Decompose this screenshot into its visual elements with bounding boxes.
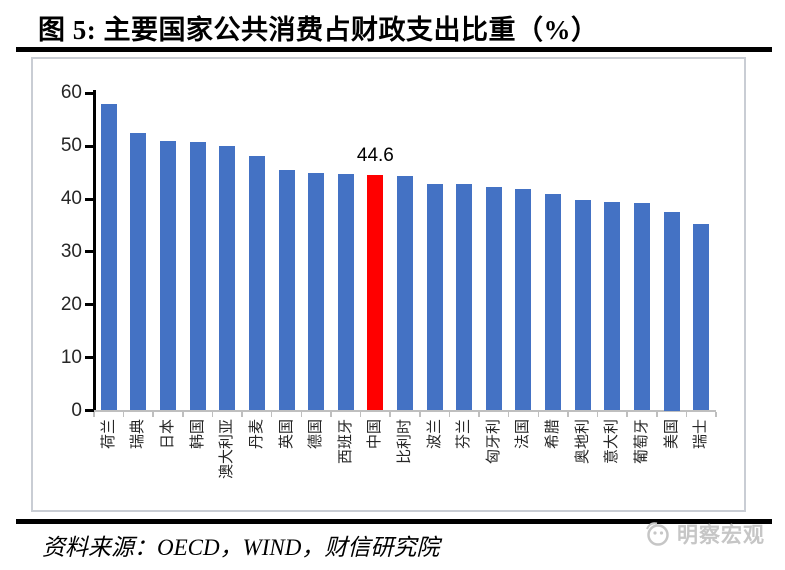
watermark-label: 明察宏观 xyxy=(677,524,765,547)
source-note: 资料来源：OECD，WIND，财信研究院 xyxy=(42,535,440,560)
magnifier-face-icon xyxy=(643,520,673,548)
figure-title: 图 5: 主要国家公共消费占财政支出比重（%） xyxy=(38,15,599,45)
footer-divider-rule xyxy=(16,519,772,524)
title-divider-rule xyxy=(16,47,772,52)
mingcha-watermark: 明察宏观 xyxy=(643,519,765,549)
chart-area xyxy=(31,57,746,512)
